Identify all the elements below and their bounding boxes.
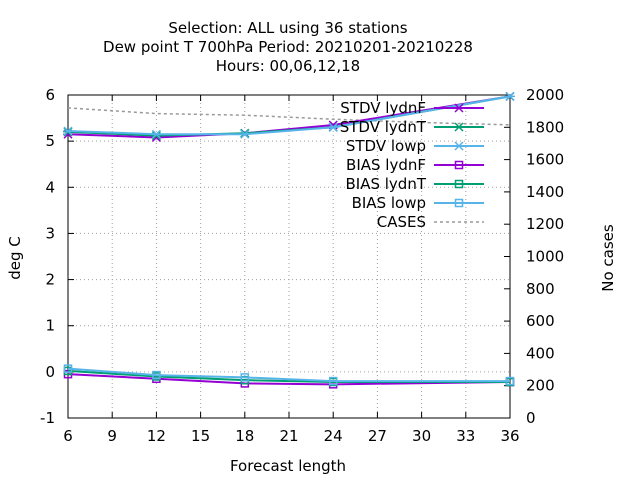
legend-entry-cases: CASES — [377, 213, 484, 231]
title-line-2: Dew point T 700hPa Period: 20210201-2021… — [103, 38, 473, 56]
x-axis-label: Forecast length — [230, 457, 346, 475]
series-bias-lydnt — [63, 366, 515, 387]
y2-tick-label: 2000 — [526, 86, 564, 104]
x-tick-label: 6 — [63, 427, 73, 445]
series-line-bias-lowp — [67, 367, 510, 383]
series-cases — [67, 107, 511, 126]
data-point-bias-lowp — [328, 376, 338, 386]
x-tick-label: 27 — [368, 427, 387, 445]
legend-entry-stdv-lydnt: STDV lydnT — [340, 118, 484, 136]
x-tick-label: 15 — [191, 427, 210, 445]
legend-marker — [454, 198, 464, 208]
y2-tick-label: 1400 — [526, 183, 564, 201]
x-tick-label: 24 — [324, 427, 343, 445]
x-tick-label: 18 — [235, 427, 254, 445]
series-line-cases — [67, 107, 511, 126]
legend-entry-stdv-lowp: STDV lowp — [346, 137, 484, 155]
legend-marker — [454, 179, 464, 189]
legend-entry-bias-lydnf: BIAS lydnF — [346, 156, 484, 174]
y-tick-label: -1 — [40, 409, 55, 427]
legend-label: STDV lydnT — [340, 118, 427, 136]
legend-label: CASES — [377, 213, 426, 231]
legend-label: BIAS lydnT — [345, 175, 426, 193]
chart-title: Selection: ALL using 36 stations Dew poi… — [103, 19, 473, 75]
y2-tick-label: 200 — [526, 377, 555, 395]
axes: 6 9 12 15 18 21 24 27 30 33 36-1012345602004006008… — [40, 86, 564, 445]
x-tick-label: 33 — [456, 427, 475, 445]
data-point-bias-lowp — [152, 370, 161, 380]
y2-tick-label: 1200 — [526, 215, 564, 233]
x-tick-label: 9 — [107, 427, 117, 445]
y2-tick-label: 1600 — [526, 151, 564, 169]
title-line-1: Selection: ALL using 36 stations — [168, 19, 407, 37]
y-axis-label: deg C — [6, 236, 24, 280]
data-point-bias-lowp — [63, 364, 73, 373]
x-tick-label: 30 — [412, 427, 431, 445]
legend-entry-stdv-lydnf: STDV lydnF — [340, 99, 484, 117]
legend-entry-bias-lowp: BIAS lowp — [352, 194, 484, 212]
title-line-3: Hours: 00,06,12,18 — [216, 57, 360, 75]
y2-tick-label: 1000 — [526, 248, 564, 266]
grid — [68, 95, 510, 418]
series-bias-lowp — [63, 364, 515, 386]
legend-marker — [454, 160, 464, 170]
x-tick-label: 36 — [500, 427, 519, 445]
legend-label: STDV lowp — [346, 137, 426, 155]
y2-tick-label: 800 — [526, 280, 555, 298]
data-point-bias-lowp — [240, 373, 250, 382]
plot-area — [63, 91, 515, 389]
y-tick-label: 6 — [45, 86, 55, 104]
y2-tick-label: 400 — [526, 344, 555, 362]
series-stdv-lowp — [63, 91, 515, 139]
x-tick-label: 12 — [147, 427, 166, 445]
y2-tick-label: 600 — [526, 312, 555, 330]
data-point-bias-lowp — [505, 376, 515, 386]
legend-label: STDV lydnF — [340, 99, 426, 117]
y-tick-label: 3 — [45, 224, 55, 242]
y-tick-label: 2 — [45, 271, 55, 289]
y-tick-label: 5 — [45, 132, 55, 150]
legend-label: BIAS lydnF — [346, 156, 426, 174]
y-tick-label: 1 — [45, 317, 55, 335]
x-tick-label: 21 — [279, 427, 298, 445]
legend-entry-bias-lydnt: BIAS lydnT — [345, 175, 484, 193]
legend-label: BIAS lowp — [352, 194, 426, 212]
y2-axis-label: No cases — [599, 224, 617, 292]
y-tick-label: 0 — [45, 363, 55, 381]
y2-tick-label: 1800 — [526, 118, 564, 136]
y2-tick-label: 0 — [526, 409, 536, 427]
y-tick-label: 4 — [45, 178, 55, 196]
